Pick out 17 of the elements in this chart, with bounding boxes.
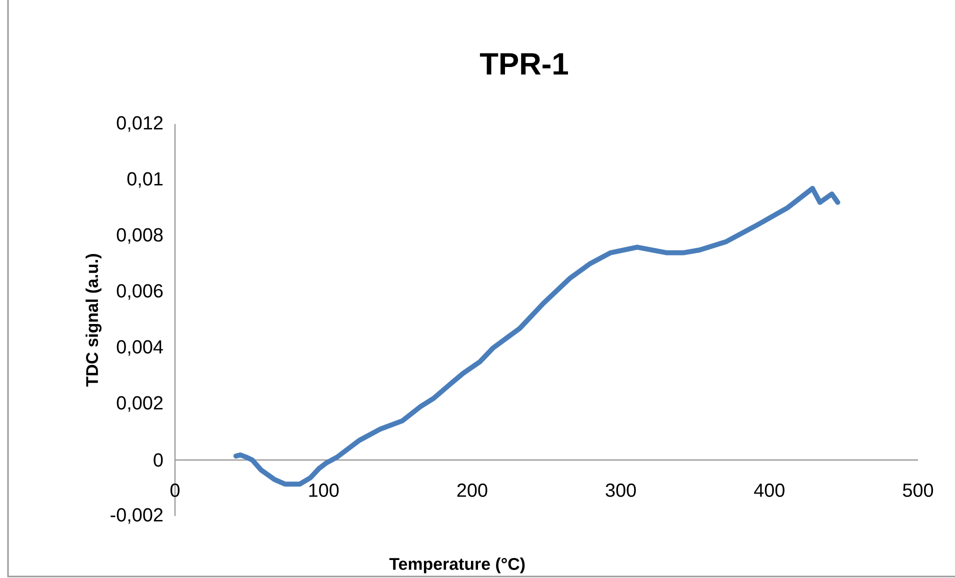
y-tick-label: 0,008 <box>116 228 163 244</box>
y-tick-label: -0,002 <box>110 508 163 524</box>
y-tick-label: 0,01 <box>127 172 163 188</box>
x-axis-title: Temperature (°C) <box>389 558 525 574</box>
y-axis-title: TDC signal (a.u.) <box>86 254 102 387</box>
x-tick-label: 400 <box>754 484 784 497</box>
x-tick-label: 200 <box>457 484 488 497</box>
y-tick-label: 0,002 <box>116 396 163 412</box>
y-tick-label: 0 <box>154 453 163 467</box>
y-tick-label: 0,004 <box>116 340 163 356</box>
x-tick-label: 300 <box>606 484 636 497</box>
x-tick-label: 100 <box>309 484 339 497</box>
y-tick-label: 0,006 <box>116 284 163 300</box>
x-tick-label: 0 <box>170 484 180 497</box>
chart-title: TPR-1 <box>480 53 568 74</box>
x-tick-label: 500 <box>902 484 934 497</box>
y-tick-label: 0,012 <box>116 116 163 132</box>
